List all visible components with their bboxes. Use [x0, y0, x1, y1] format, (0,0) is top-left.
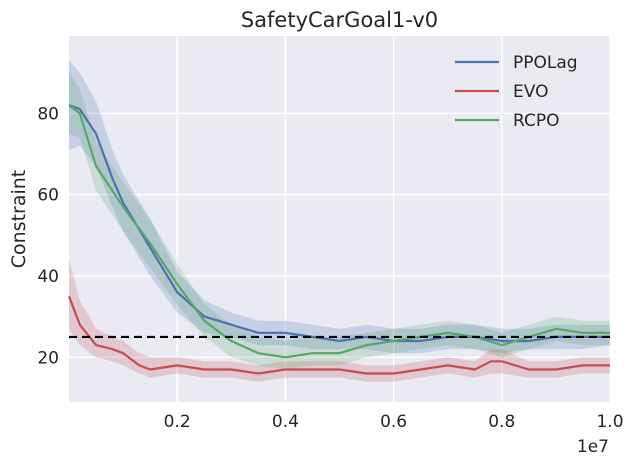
x-tick-label: 0.6 — [380, 412, 407, 432]
x-tick-label: 1.0 — [596, 412, 623, 432]
series-line-evo — [67, 295, 610, 375]
band-rcpo — [69, 72, 610, 370]
series-lines — [67, 104, 610, 375]
x-tick-label: 0.4 — [272, 412, 299, 432]
y-axis-label: Constraint — [8, 170, 30, 269]
y-tick-labels: 20 40 60 80 — [37, 104, 59, 368]
x-tick-labels: 0.2 0.4 0.6 0.8 1.0 — [164, 412, 624, 432]
y-tick-label: 60 — [37, 186, 59, 206]
legend: PPOLag EVO RCPO — [455, 53, 578, 131]
legend-label-rcpo: RCPO — [513, 111, 559, 131]
series-line-rcpo — [68, 104, 610, 359]
legend-label-evo: EVO — [513, 82, 548, 102]
chart-title: SafetyCarGoal1-v0 — [241, 8, 438, 32]
y-tick-label: 80 — [37, 104, 59, 124]
y-tick-label: 40 — [37, 267, 59, 287]
legend-label-ppolag: PPOLag — [513, 53, 578, 73]
x-tick-label: 0.2 — [164, 412, 191, 432]
series-line-ppolag — [68, 104, 610, 343]
y-tick-label: 20 — [37, 348, 59, 368]
x-offset-label: 1e7 — [577, 437, 609, 457]
x-tick-label: 0.8 — [488, 412, 515, 432]
